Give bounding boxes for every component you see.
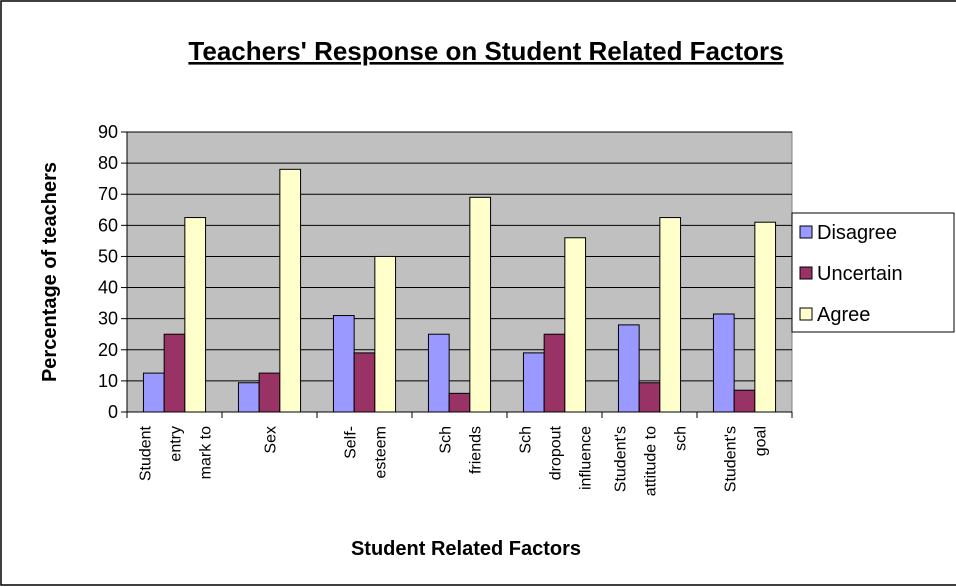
bar xyxy=(733,389,756,413)
bar xyxy=(237,382,260,413)
bar xyxy=(638,382,661,413)
x-tick-label: Sch dropout influence xyxy=(518,425,595,490)
bar xyxy=(279,168,302,413)
bar xyxy=(142,372,165,413)
x-tick-label: Student's goal xyxy=(723,426,770,492)
legend-label: Disagree xyxy=(817,222,897,244)
bar xyxy=(754,221,777,413)
y-tick-label: 0 xyxy=(108,402,118,422)
x-tick-label: Student entry mark to xyxy=(138,425,215,481)
bar xyxy=(522,352,545,413)
legend-swatch xyxy=(799,225,813,239)
y-tick-label: 20 xyxy=(98,340,118,360)
plot-area xyxy=(126,131,793,413)
bar xyxy=(712,313,735,413)
x-tick-label: Sex xyxy=(263,426,280,454)
y-tick-label: 50 xyxy=(98,246,118,266)
bar xyxy=(184,217,207,413)
bar xyxy=(564,237,587,413)
y-tick-label: 70 xyxy=(98,184,118,204)
bar xyxy=(353,352,376,413)
x-axis-label: Student Related Factors xyxy=(351,538,581,560)
legend-swatch xyxy=(799,307,813,321)
x-tick-label: Student's attitude to sch xyxy=(613,426,690,496)
bar xyxy=(332,315,355,413)
legend-label: Uncertain xyxy=(817,263,903,285)
legend: Disagree Uncertain Agree xyxy=(791,212,955,333)
bar xyxy=(469,196,492,413)
legend-swatch xyxy=(799,266,813,280)
y-tick-label: 60 xyxy=(98,215,118,235)
y-tick-label: 40 xyxy=(98,278,118,298)
x-tick-label: Self-esteem xyxy=(343,426,390,478)
bar xyxy=(543,333,566,413)
y-tick-label: 10 xyxy=(98,371,118,391)
bar xyxy=(427,333,450,413)
y-tick-label: 80 xyxy=(98,153,118,173)
bar xyxy=(258,372,281,413)
y-tick-label: 90 xyxy=(98,122,118,142)
legend-label: Agree xyxy=(817,304,870,326)
bar xyxy=(374,255,397,413)
legend-box xyxy=(791,212,955,333)
y-tick-label: 30 xyxy=(98,309,118,329)
bar xyxy=(659,217,682,413)
bar xyxy=(617,324,640,413)
bar xyxy=(163,333,186,413)
chart-title: Teachers' Response on Student Related Fa… xyxy=(188,36,783,66)
x-tick-label: Sch friends xyxy=(438,426,485,474)
y-axis-label: Percentage of teachers xyxy=(39,162,61,382)
bar xyxy=(448,392,471,413)
